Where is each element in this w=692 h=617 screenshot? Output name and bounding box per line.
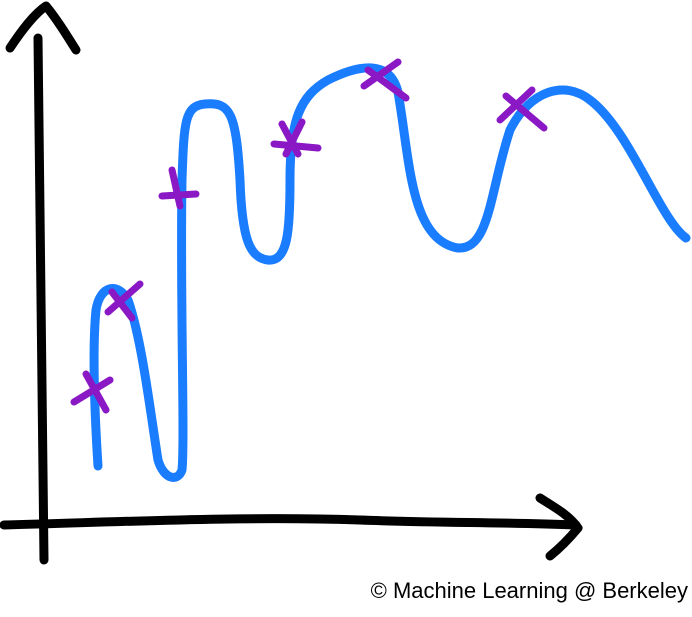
data-point-marker [158, 166, 200, 210]
y-axis-line [33, 33, 49, 565]
data-point-marker [70, 370, 114, 414]
data-points [70, 58, 548, 414]
data-point-marker [270, 118, 322, 158]
x-axis-arrowhead [535, 493, 583, 561]
y-axis-arrowhead [5, 1, 81, 55]
x-axis [0, 493, 583, 561]
y-axis [5, 1, 81, 565]
fitted-curve [89, 63, 691, 482]
data-point-marker [496, 86, 548, 132]
x-axis-line [0, 514, 581, 530]
copyright-credit: © Machine Learning @ Berkeley [370, 578, 688, 603]
data-point-marker [360, 58, 410, 102]
data-point-marker [104, 280, 144, 322]
